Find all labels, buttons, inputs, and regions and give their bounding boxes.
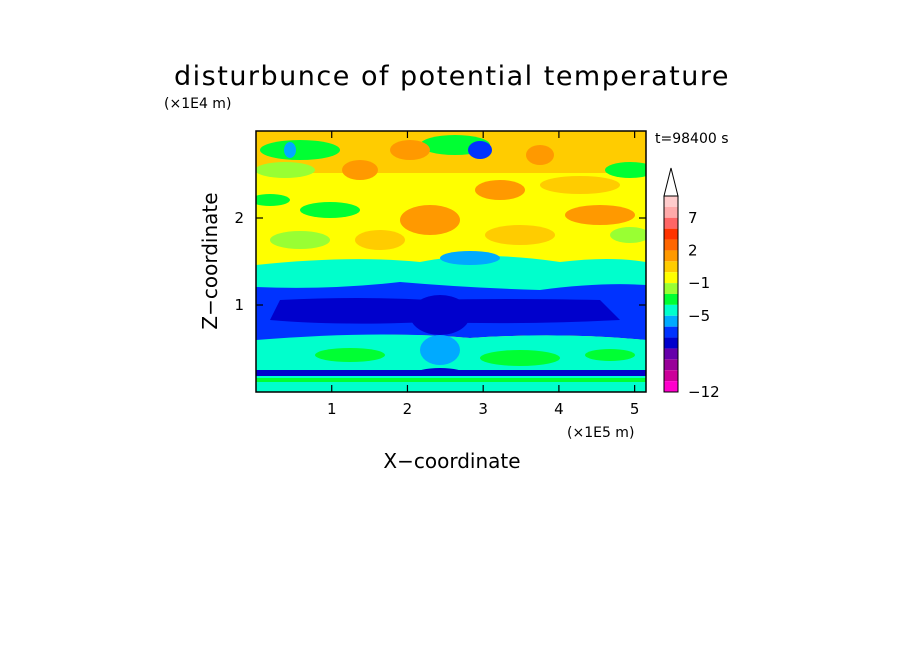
colorbar-swatch: [664, 217, 678, 229]
colorbar-swatch: [664, 337, 678, 349]
plot-frame: [255, 130, 647, 393]
colorbar-swatch: [664, 250, 678, 262]
colorbar-tick-label: −12: [688, 383, 720, 401]
x-axis-ticks: 1 2 3 4 5: [327, 131, 639, 418]
y-tick-label: 1: [234, 296, 244, 314]
colorbar-swatch: [664, 359, 678, 371]
colorbar-tick-label: 2: [688, 241, 698, 259]
colorbar-frame: [663, 195, 679, 393]
colorbar-swatch: [664, 304, 678, 316]
x-tick-label: 5: [630, 400, 640, 418]
colorbar-tick-label: −5: [688, 307, 710, 325]
x-tick-label: 3: [478, 400, 488, 418]
x-tick-label: 1: [327, 400, 337, 418]
colorbar-swatch: [664, 294, 678, 305]
colorbar-swatch: [664, 370, 678, 382]
x-scale-label: (×1E5 m): [567, 425, 634, 441]
x-axis-label: X−coordinate: [383, 449, 520, 473]
y-scale-label: (×1E4 m): [164, 96, 231, 112]
colorbar-tick-label: −1: [688, 274, 710, 292]
colorbar: 7 2 −1 −5 −12: [663, 167, 720, 401]
colorbar-swatch: [664, 206, 678, 218]
y-axis-label: Z−coordinate: [198, 192, 222, 329]
chart-title: disturbunce of potential temperature: [174, 61, 730, 92]
x-tick-label: 2: [403, 400, 413, 418]
colorbar-swatch: [664, 228, 678, 240]
colorbar-swatch: [664, 283, 678, 294]
colorbar-swatch: [664, 261, 678, 273]
colorbar-swatch: [664, 196, 678, 207]
colorbar-swatch: [664, 239, 678, 251]
time-label: t=98400 s: [655, 131, 729, 147]
contour-field: [256, 131, 646, 392]
y-axis-ticks: 12: [234, 209, 646, 314]
colorbar-extend-arrow: [663, 167, 679, 197]
y-tick-label: 2: [234, 209, 244, 227]
colorbar-swatch: [664, 272, 678, 284]
x-tick-label: 4: [554, 400, 564, 418]
colorbar-swatch: [664, 381, 678, 392]
colorbar-tick-label: 7: [688, 209, 698, 227]
colorbar-swatch: [664, 315, 678, 327]
colorbar-swatch: [664, 348, 678, 360]
colorbar-swatch: [664, 326, 678, 338]
